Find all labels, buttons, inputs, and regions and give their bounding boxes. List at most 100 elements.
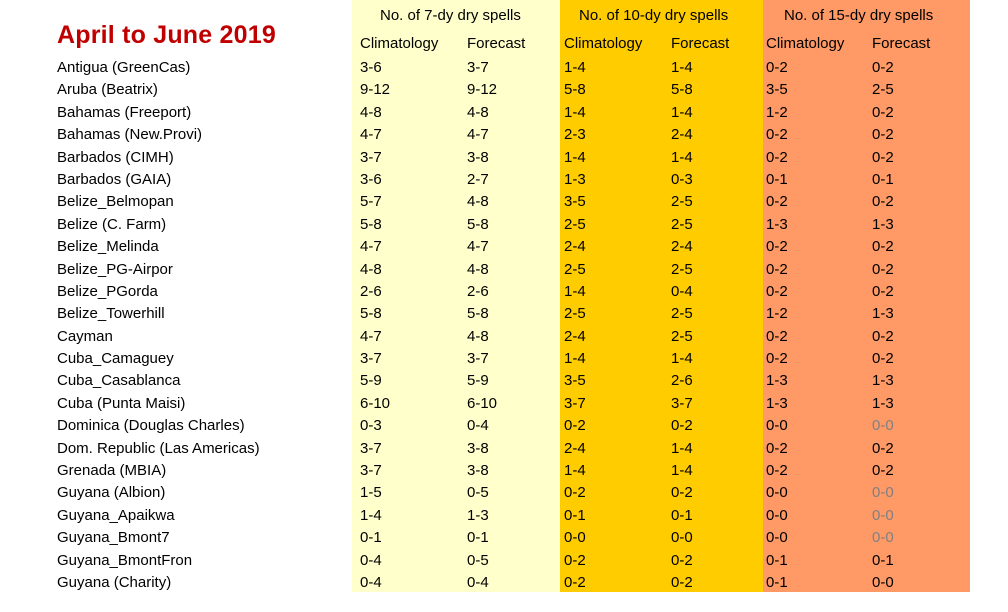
spell-range-cell: 3-6: [360, 59, 382, 76]
station-name: Guyana (Charity): [57, 573, 172, 591]
spell-range-cell: 1-3: [766, 394, 788, 412]
station-name: Guyana_Bmont7: [57, 529, 170, 547]
spell-range-cell: 2-3: [564, 126, 586, 144]
spell-range-cell: 0-2: [766, 193, 788, 211]
station-name: Belize_Towerhill: [57, 305, 165, 323]
spell-range-cell: 0-2: [671, 573, 693, 591]
fifteen-day-forecast-header: Forecast: [872, 35, 931, 52]
spell-range-cell: 0-2: [766, 327, 788, 345]
spell-range-cell: 0-0: [671, 529, 693, 547]
spell-range-cell: 0-2: [766, 238, 788, 256]
spell-range-cell: 2-5: [671, 327, 693, 345]
seven-day-header-band: [352, 0, 560, 36]
spell-range-cell: 9-12: [360, 81, 391, 99]
spell-range-cell: 0-0: [766, 529, 788, 547]
station-name: Belize_PGorda: [57, 282, 158, 300]
spell-range-cell: 4-7: [360, 126, 382, 144]
seven-day-forecast-header: Forecast: [467, 35, 526, 52]
spell-range-cell: 0-2: [766, 59, 788, 76]
spell-range-cell: 3-7: [360, 439, 382, 457]
spell-range-cell: 0-0: [766, 484, 788, 502]
station-name: Belize_PG-Airpor: [57, 260, 173, 278]
spell-range-cell: 0-2: [766, 126, 788, 144]
spell-range-cell: 1-3: [872, 372, 894, 390]
spell-range-cell: 0-2: [872, 238, 894, 256]
spell-range-cell: 3-5: [564, 372, 586, 390]
station-name: Cuba_Camaguey: [57, 350, 174, 368]
spell-range-cell: 0-1: [766, 170, 788, 188]
spell-range-cell: 3-6: [360, 170, 382, 188]
spell-range-cell: 1-4: [564, 350, 586, 368]
spell-range-cell: 5-8: [467, 305, 489, 323]
spell-range-cell: 0-5: [467, 484, 489, 502]
ten-day-climatology-column: 1-4 5-8 1-4 2-3 1-4 1-3 3-5 2-5 2-4 2-5 1-4 2-5 2-4 1…: [564, 57, 586, 594]
spell-range-cell: 0-1: [872, 170, 894, 188]
spell-range-cell: 0-3: [671, 170, 693, 188]
spell-range-cell: 0-0: [872, 529, 894, 547]
spell-range-cell: 0-2: [872, 148, 894, 166]
spell-range-cell: 0-0: [766, 506, 788, 524]
seven-day-group-header: No. of 7-dy dry spells: [380, 7, 521, 24]
station-name: Belize (C. Farm): [57, 215, 167, 233]
spell-range-cell: 2-5: [872, 81, 894, 99]
spell-range-cell: 4-8: [467, 260, 489, 278]
fifteen-day-climatology-column: 0-2 3-5 1-2 0-2 0-2 0-1 0-2 1-3 0-2 0-2 0-2 1-2 0-2 0…: [766, 57, 788, 594]
fifteen-day-group-header: No. of 15-dy dry spells: [784, 7, 934, 24]
station-name: Grenada (MBIA): [57, 462, 167, 480]
ten-day-group-header: No. of 10-dy dry spells: [579, 7, 729, 24]
spell-range-cell: 1-4: [671, 103, 693, 121]
spell-range-cell: 1-3: [872, 305, 894, 323]
spell-range-cell: 4-8: [360, 103, 382, 121]
spell-range-cell: 1-3: [872, 394, 894, 412]
spell-range-cell: 0-2: [766, 282, 788, 300]
spell-range-cell: 0-2: [671, 484, 693, 502]
spell-range-cell: 0-4: [467, 417, 489, 435]
spell-range-cell: 3-7: [671, 394, 693, 412]
spell-range-cell: 2-6: [467, 282, 489, 300]
spell-range-cell: 1-3: [766, 372, 788, 390]
station-name: Barbados (GAIA): [57, 170, 172, 188]
spell-range-cell: 0-2: [872, 103, 894, 121]
spell-range-cell: 4-7: [360, 327, 382, 345]
spell-range-cell: 0-2: [872, 462, 894, 480]
spell-range-cell: 1-4: [671, 462, 693, 480]
fifteen-day-column-band: [763, 0, 970, 592]
spell-range-cell: 4-8: [467, 193, 489, 211]
spell-range-cell: 0-2: [872, 350, 894, 368]
station-name: Dominica (Douglas Charles): [57, 417, 245, 435]
spell-range-cell: 4-8: [467, 103, 489, 121]
spell-range-cell: 2-5: [564, 215, 586, 233]
spell-range-cell: 5-8: [564, 81, 586, 99]
station-name: Barbados (CIMH): [57, 148, 174, 166]
station-name: Belize_Belmopan: [57, 193, 174, 211]
spell-range-cell: 0-2: [872, 327, 894, 345]
spell-range-cell: 0-2: [766, 439, 788, 457]
spell-range-cell: 0-0: [564, 529, 586, 547]
spell-range-cell: 3-8: [467, 462, 489, 480]
spell-range-cell: 2-6: [671, 372, 693, 390]
spell-range-cell: 0-4: [360, 573, 382, 591]
spell-range-cell: 5-7: [360, 193, 382, 211]
spell-range-cell: 0-2: [872, 282, 894, 300]
ten-day-forecast-header: Forecast: [671, 35, 730, 52]
spell-range-cell: 3-8: [467, 439, 489, 457]
spell-range-cell: 1-4: [671, 439, 693, 457]
spell-range-cell: 5-8: [360, 305, 382, 323]
spell-range-cell: 0-4: [671, 282, 693, 300]
station-name: Guyana_Apaikwa: [57, 506, 175, 524]
spell-range-cell: 1-2: [766, 103, 788, 121]
spell-range-cell: 4-8: [360, 260, 382, 278]
spell-range-cell: 1-3: [766, 215, 788, 233]
spell-range-cell: 0-2: [872, 126, 894, 144]
spell-range-cell: 0-0: [872, 506, 894, 524]
spell-range-cell: 4-7: [467, 126, 489, 144]
ten-day-climatology-header: Climatology: [564, 35, 643, 52]
fifteen-day-forecast-column: 0-2 2-5 0-2 0-2 0-2 0-1 0-2 1-3 0-2 0-2 0-2 1-3 0-2 0…: [872, 57, 894, 594]
spell-range-cell: 3-7: [467, 350, 489, 368]
station-name: Guyana_BmontFron: [57, 551, 193, 569]
spell-range-cell: 1-4: [564, 148, 586, 166]
station-name: Cayman: [57, 327, 113, 345]
spell-range-cell: 2-5: [671, 215, 693, 233]
station-name: Bahamas (New.Provi): [57, 126, 203, 144]
spell-range-cell: 1-4: [671, 350, 693, 368]
